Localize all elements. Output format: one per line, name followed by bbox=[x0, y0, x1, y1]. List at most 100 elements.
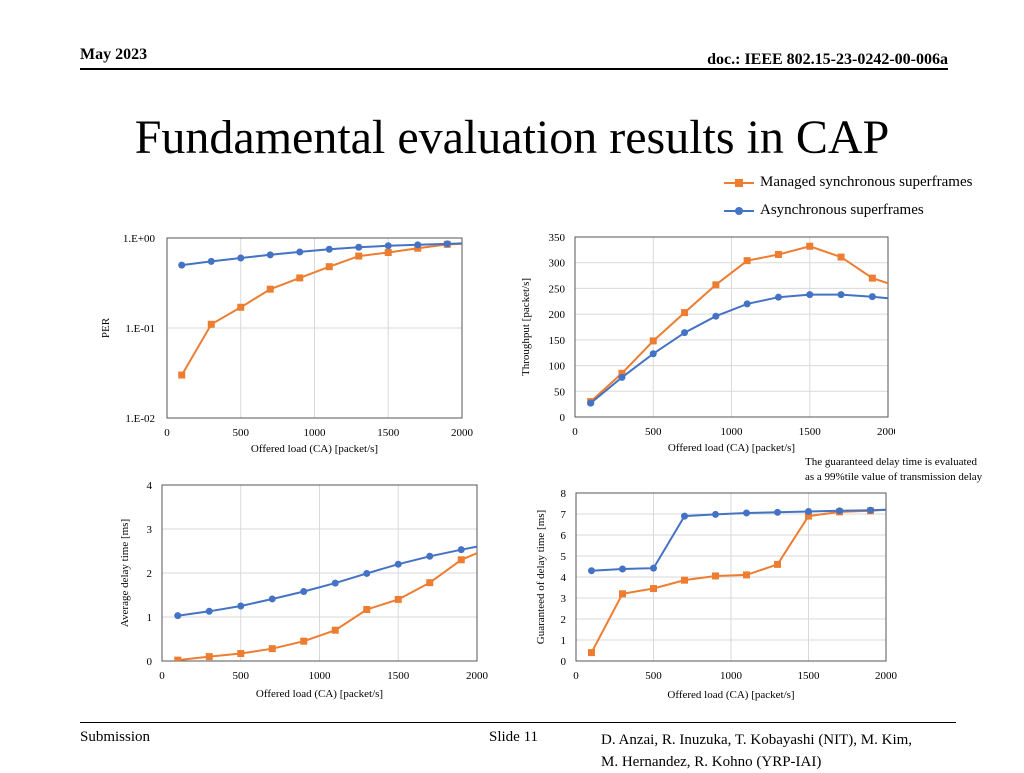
y-tick-label: 250 bbox=[549, 283, 566, 295]
x-tick-label: 1500 bbox=[798, 670, 821, 682]
legend-marker-square-icon bbox=[724, 178, 754, 187]
x-axis-label: Offered load (CA) [packet/s] bbox=[668, 442, 795, 454]
data-point-circle bbox=[649, 350, 657, 358]
data-point-square bbox=[649, 337, 657, 345]
data-point-circle bbox=[867, 506, 874, 514]
data-point-square bbox=[650, 585, 657, 593]
footer-submission: Submission bbox=[80, 729, 151, 745]
data-point-square bbox=[237, 650, 245, 658]
series-managed bbox=[174, 552, 477, 661]
data-point-circle bbox=[207, 257, 215, 265]
data-point-circle bbox=[363, 569, 371, 577]
data-point-circle bbox=[325, 245, 333, 253]
series-async bbox=[588, 506, 886, 575]
plot-frame bbox=[575, 492, 887, 662]
data-point-square bbox=[268, 645, 276, 653]
data-point-circle bbox=[205, 607, 213, 615]
data-point-square bbox=[743, 257, 751, 265]
y-tick-label: 1 bbox=[561, 635, 567, 647]
data-point-circle bbox=[587, 399, 595, 407]
data-point-square bbox=[426, 579, 434, 587]
data-point-circle bbox=[457, 546, 465, 554]
delay-note-line-1: The guaranteed delay time is evaluated bbox=[805, 456, 977, 468]
y-tick-label: 8 bbox=[561, 488, 567, 500]
y-tick-label: 3 bbox=[147, 524, 153, 536]
series-managed bbox=[178, 240, 462, 379]
header-divider bbox=[80, 68, 948, 70]
y-tick-label: 5 bbox=[561, 551, 567, 563]
data-point-square bbox=[325, 263, 333, 271]
data-point-circle bbox=[712, 312, 720, 320]
data-point-square bbox=[363, 606, 371, 614]
data-point-square bbox=[266, 285, 274, 293]
series-line bbox=[591, 508, 886, 572]
legend-item-async: Asynchronous superframes bbox=[724, 202, 924, 219]
per-chart: 0 500 1000 1500 2000 1.E-02 1.E-01 1.E+00 Offere… bbox=[100, 233, 474, 455]
series-line bbox=[590, 245, 888, 403]
data-point-square bbox=[681, 309, 689, 317]
data-point-circle bbox=[681, 329, 689, 337]
y-tick-label: 1.E-01 bbox=[125, 323, 155, 335]
data-point-square bbox=[868, 274, 876, 282]
data-point-circle bbox=[296, 248, 304, 256]
y-tick-label: 1.E-02 bbox=[125, 413, 155, 425]
header-doc-id: doc.: IEEE 802.15-23-0242-00-006a bbox=[707, 51, 948, 68]
delay-note-line-2: as a 99%tile value of transmission delay bbox=[805, 471, 983, 483]
data-point-square bbox=[331, 626, 339, 634]
data-point-circle bbox=[868, 293, 876, 301]
data-point-square bbox=[355, 252, 363, 260]
data-point-circle bbox=[805, 507, 812, 515]
plot-frame bbox=[166, 237, 463, 419]
average-delay-chart: 0 500 1000 1500 2000 0 1 2 3 4 Offered load (CA) [… bbox=[119, 480, 489, 700]
x-tick-label: 0 bbox=[159, 670, 165, 682]
x-tick-label: 2000 bbox=[875, 670, 898, 682]
y-axis-label: PER bbox=[100, 317, 112, 338]
data-point-square bbox=[394, 595, 402, 603]
data-point-square bbox=[296, 274, 304, 282]
data-point-circle bbox=[836, 507, 843, 515]
data-point-circle bbox=[300, 587, 308, 595]
y-tick-label: 350 bbox=[549, 232, 566, 244]
series-line bbox=[180, 242, 462, 376]
data-point-circle bbox=[712, 510, 719, 518]
data-point-circle bbox=[266, 251, 274, 259]
series-line bbox=[590, 508, 886, 654]
x-axis-label: Offered load (CA) [packet/s] bbox=[256, 688, 383, 700]
data-point-square bbox=[618, 369, 626, 377]
data-point-circle bbox=[774, 293, 782, 301]
data-point-square bbox=[681, 576, 688, 584]
legend-label-async: Asynchronous superframes bbox=[760, 202, 924, 218]
series-managed bbox=[587, 242, 888, 406]
y-tick-label: 4 bbox=[561, 572, 567, 584]
legend-label-managed: Managed synchronous superframes bbox=[760, 174, 973, 190]
y-axis-label: Average delay time [ms] bbox=[119, 519, 131, 627]
data-point-circle bbox=[426, 552, 434, 560]
footer-authors: D. Anzai, R. Inuzuka, T. Kobayashi (NIT)… bbox=[601, 729, 912, 773]
data-point-square bbox=[712, 572, 719, 580]
y-tick-label: 300 bbox=[549, 258, 566, 270]
y-tick-label: 0 bbox=[560, 412, 566, 424]
data-point-square bbox=[774, 560, 781, 568]
y-tick-label: 2 bbox=[561, 614, 567, 626]
y-axis-label: Guaranteed of delay time [ms] bbox=[535, 510, 547, 644]
series-line bbox=[590, 293, 888, 404]
y-tick-label: 4 bbox=[147, 480, 153, 492]
x-tick-label: 0 bbox=[572, 426, 578, 438]
y-tick-label: 0 bbox=[561, 656, 567, 668]
data-point-square bbox=[384, 249, 392, 257]
footer-divider bbox=[80, 722, 956, 723]
data-point-circle bbox=[743, 509, 750, 517]
data-point-circle bbox=[384, 242, 392, 250]
data-point-circle bbox=[774, 508, 781, 516]
x-tick-label: 2000 bbox=[466, 670, 489, 682]
data-point-circle bbox=[237, 254, 245, 262]
data-point-circle bbox=[618, 373, 626, 381]
data-point-square bbox=[588, 649, 595, 657]
data-point-circle bbox=[237, 602, 245, 610]
footer-authors-line-1: D. Anzai, R. Inuzuka, T. Kobayashi (NIT)… bbox=[601, 732, 913, 748]
legend-item-managed: Managed synchronous superframes bbox=[724, 174, 972, 191]
slide-title: Fundamental evaluation results in CAP bbox=[134, 111, 890, 164]
data-point-square bbox=[205, 653, 213, 661]
data-point-square bbox=[237, 303, 245, 311]
y-tick-label: 200 bbox=[549, 309, 566, 321]
